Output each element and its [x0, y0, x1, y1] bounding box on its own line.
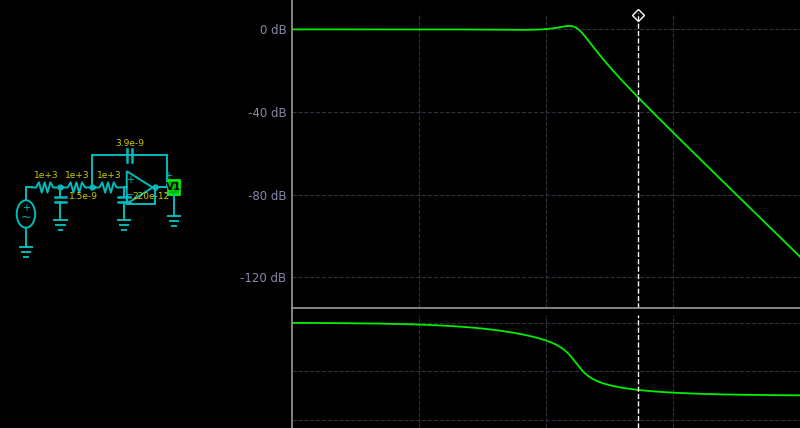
Text: 3.9e-9: 3.9e-9	[115, 139, 144, 148]
Bar	[168, 180, 180, 195]
Text: +: +	[126, 175, 134, 185]
Text: ~: ~	[21, 211, 31, 223]
Text: −: −	[126, 190, 134, 200]
Text: −: −	[163, 189, 172, 199]
Text: 220e-12: 220e-12	[132, 193, 169, 202]
Text: 1.5e-9: 1.5e-9	[69, 193, 98, 202]
Text: +: +	[164, 171, 172, 181]
Text: 1e+3: 1e+3	[34, 171, 58, 180]
Text: 1e+3: 1e+3	[97, 171, 122, 180]
Text: V1: V1	[166, 182, 182, 193]
Text: +: +	[22, 203, 30, 214]
Text: 1e+3: 1e+3	[66, 171, 90, 180]
